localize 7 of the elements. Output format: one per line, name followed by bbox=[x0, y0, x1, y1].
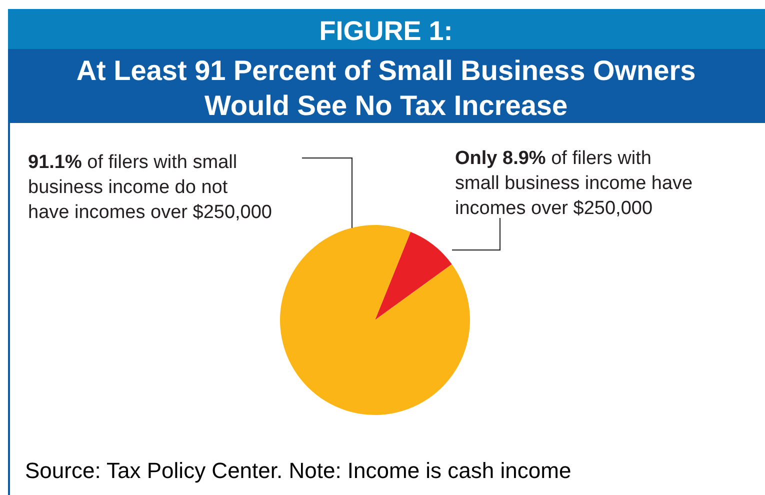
slice-label: 91.1% of filers with small business income do not have incomes over $250,000 bbox=[28, 152, 272, 223]
chart-title: FIGURE 1: bbox=[319, 16, 453, 46]
slice-label: Only 8.9% of filers with small business income have incomes over $250,000 bbox=[455, 148, 693, 219]
pie-slice bbox=[280, 225, 470, 415]
pie-slice bbox=[375, 232, 452, 320]
source-note: Source: Tax Policy Center. Note: Income is cash income bbox=[25, 458, 572, 483]
chart-subtitle: At Least 91 Percent of Small Business Owners Would See No Tax Increase bbox=[76, 55, 696, 121]
